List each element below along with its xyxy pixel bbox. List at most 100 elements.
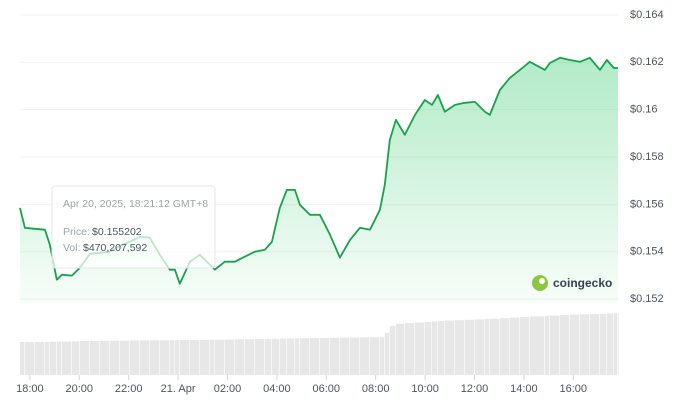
volume-bar <box>224 339 235 375</box>
y-tick-label: $0.154 <box>630 246 664 258</box>
volume-bar <box>384 332 390 375</box>
volume-bar <box>109 340 120 375</box>
volume-bar <box>24 342 35 375</box>
volume-bar <box>169 340 175 375</box>
volume-bar <box>129 340 140 375</box>
volume-bar <box>529 316 545 375</box>
volume-bar <box>34 342 45 375</box>
volume-bar <box>464 319 475 375</box>
x-tick-label: 06:00 <box>313 383 341 395</box>
watermark: coingecko <box>532 275 612 291</box>
x-tick-label: 21. Apr <box>161 383 196 395</box>
volume-bar <box>519 317 530 375</box>
volume-bar <box>271 338 280 375</box>
volume-bar <box>299 338 310 375</box>
volume-bar <box>379 337 385 375</box>
volume-bar <box>56 341 62 375</box>
y-tick-label: $0.158 <box>630 151 664 163</box>
volume-bar <box>179 340 190 375</box>
volume-bar <box>606 313 614 375</box>
x-tick-label: 10:00 <box>411 383 439 395</box>
volume-bar <box>309 338 320 375</box>
volume-bar <box>264 338 272 375</box>
y-tick-label: $0.164 <box>630 9 664 21</box>
volume-bar <box>499 318 510 375</box>
volume-bar <box>544 315 550 375</box>
x-tick-label: 04:00 <box>263 383 291 395</box>
x-tick-label: 22:00 <box>115 383 143 395</box>
y-tick-label: $0.162 <box>630 56 664 68</box>
volume-bar <box>549 315 560 375</box>
volume-bar <box>44 341 50 375</box>
volume-bar <box>589 314 600 375</box>
x-tick-label: 12:00 <box>461 383 489 395</box>
x-tick-label: 18:00 <box>16 383 44 395</box>
x-tick-label: 14:00 <box>510 383 538 395</box>
volume-bar <box>20 342 25 375</box>
volume-bar <box>613 313 618 375</box>
watermark-eye <box>539 278 545 284</box>
volume-bar <box>432 321 438 375</box>
volume-bar <box>599 313 607 375</box>
volume-bar <box>339 337 350 375</box>
volume-bar <box>474 319 485 375</box>
volume-bar <box>244 339 255 375</box>
volume-bar <box>437 321 445 375</box>
volume-bar <box>189 339 200 375</box>
x-tick-label: 02:00 <box>214 383 242 395</box>
x-tick-label: 08:00 <box>362 383 390 395</box>
volume-bar <box>49 341 57 375</box>
tooltip-box <box>51 185 216 269</box>
volume-bar <box>209 339 215 375</box>
volume-bar <box>454 320 465 375</box>
x-tick-label: 20:00 <box>66 383 94 395</box>
volume-bar <box>424 321 432 375</box>
volume-bar <box>370 337 380 375</box>
volume-bar <box>489 318 500 375</box>
volume-bar <box>159 340 170 375</box>
price-area <box>20 57 618 304</box>
volume-bar <box>199 339 210 375</box>
volume-bar <box>569 314 580 375</box>
x-tick-label: 16:00 <box>560 383 588 395</box>
volume-bar <box>286 338 295 375</box>
volume-bar <box>234 339 245 375</box>
volume-bar <box>71 341 80 375</box>
y-tick-label: $0.16 <box>630 104 658 116</box>
volume-bar <box>79 341 90 375</box>
tooltip: Apr 20, 2025, 18:21:12 GMT+8 Price: $0.1… <box>51 185 216 269</box>
volume-bar <box>404 323 415 375</box>
volume-bar <box>484 318 490 375</box>
volume-bar <box>444 320 455 375</box>
volume-bar <box>319 337 330 375</box>
volume-bar <box>359 337 370 375</box>
volume-bar <box>579 314 590 375</box>
volume-bar <box>414 322 425 375</box>
volume-bar <box>509 317 520 375</box>
volume-bar <box>89 341 100 375</box>
volume-bar <box>395 323 405 375</box>
tooltip-price: $0.155202 <box>92 226 142 238</box>
volume-bar <box>559 315 570 375</box>
volume-bar <box>618 313 619 375</box>
volume-bar <box>61 341 72 375</box>
volume-bar <box>214 339 225 375</box>
volume-bar <box>294 338 300 375</box>
volume-bar <box>254 339 265 375</box>
volume-bar <box>389 325 396 375</box>
volume-bar <box>119 340 130 375</box>
volume-bar <box>99 340 110 375</box>
tooltip-volume: $470,207,592 <box>83 242 147 254</box>
watermark-text: coingecko <box>553 276 612 290</box>
volume-bar <box>349 337 360 375</box>
volume-bar <box>329 337 340 375</box>
volume-bar <box>149 340 160 375</box>
tooltip-date: Apr 20, 2025, 18:21:12 GMT+8 <box>63 198 208 210</box>
tooltip-price-label: Price: <box>63 226 90 238</box>
y-tick-label: $0.152 <box>630 293 664 305</box>
volume-bar <box>174 340 180 375</box>
y-tick-label: $0.156 <box>630 198 664 210</box>
tooltip-volume-label: Vol: <box>63 242 81 254</box>
volume-bar <box>139 340 150 375</box>
